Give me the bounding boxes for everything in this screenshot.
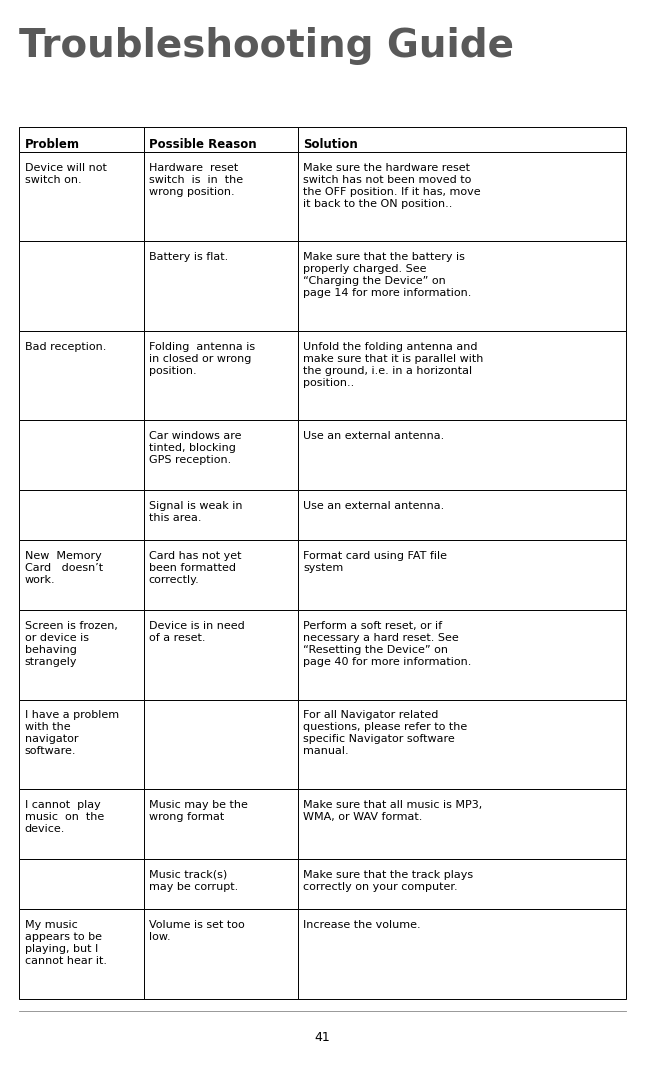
Bar (298, 610, 626, 699)
Bar (298, 859, 626, 909)
Bar (298, 540, 626, 610)
Bar (298, 127, 626, 152)
Text: Volume is set too
low.: Volume is set too low. (149, 920, 244, 942)
Text: Solution: Solution (303, 138, 358, 151)
Text: For all Navigator related
questions, please refer to the
specific Navigator soft: For all Navigator related questions, ple… (303, 710, 468, 756)
Bar (144, 420, 298, 490)
Text: Screen is frozen,
or device is
behaving
strangely: Screen is frozen, or device is behaving … (25, 621, 117, 667)
Bar (19, 540, 144, 610)
Text: Car windows are
tinted, blocking
GPS reception.: Car windows are tinted, blocking GPS rec… (149, 430, 241, 465)
Bar (298, 909, 626, 999)
Text: Signal is weak in
this area.: Signal is weak in this area. (149, 500, 243, 523)
Text: Possible Reason: Possible Reason (149, 138, 257, 151)
Bar (144, 789, 298, 859)
Text: Troubleshooting Guide: Troubleshooting Guide (19, 27, 514, 65)
Bar (19, 610, 144, 699)
Bar (19, 330, 144, 420)
Bar (19, 490, 144, 540)
Bar (144, 241, 298, 330)
Text: Music track(s)
may be corrupt.: Music track(s) may be corrupt. (149, 869, 238, 892)
Bar (298, 330, 626, 420)
Text: Perform a soft reset, or if
necessary a hard reset. See
“Resetting the Device” o: Perform a soft reset, or if necessary a … (303, 621, 471, 667)
Bar (298, 241, 626, 330)
Bar (144, 610, 298, 699)
Text: Unfold the folding antenna and
make sure that it is parallel with
the ground, i.: Unfold the folding antenna and make sure… (303, 341, 484, 387)
Text: Bad reception.: Bad reception. (25, 341, 106, 352)
Text: Hardware  reset
switch  is  in  the
wrong position.: Hardware reset switch is in the wrong po… (149, 162, 243, 197)
Text: Make sure that the battery is
properly charged. See
“Charging the Device” on
pag: Make sure that the battery is properly c… (303, 252, 471, 298)
Bar (298, 789, 626, 859)
Bar (144, 909, 298, 999)
Text: Use an external antenna.: Use an external antenna. (303, 500, 444, 511)
Text: Card has not yet
been formatted
correctly.: Card has not yet been formatted correctl… (149, 551, 241, 585)
Bar (144, 490, 298, 540)
Bar (19, 789, 144, 859)
Text: Folding  antenna is
in closed or wrong
position.: Folding antenna is in closed or wrong po… (149, 341, 255, 376)
Bar (19, 127, 144, 152)
Text: Increase the volume.: Increase the volume. (303, 920, 421, 930)
Bar (19, 241, 144, 330)
Bar (19, 859, 144, 909)
Bar (298, 699, 626, 789)
Bar (19, 420, 144, 490)
Bar (144, 859, 298, 909)
Text: Problem: Problem (25, 138, 79, 151)
Text: 41: 41 (315, 1031, 330, 1044)
Bar (19, 152, 144, 241)
Bar (298, 490, 626, 540)
Text: Battery is flat.: Battery is flat. (149, 252, 228, 263)
Bar (144, 330, 298, 420)
Text: Device is in need
of a reset.: Device is in need of a reset. (149, 621, 244, 643)
Text: Format card using FAT file
system: Format card using FAT file system (303, 551, 448, 574)
Bar (298, 152, 626, 241)
Bar (144, 127, 298, 152)
Text: I have a problem
with the
navigator
software.: I have a problem with the navigator soft… (25, 710, 119, 756)
Text: My music
appears to be
playing, but I
cannot hear it.: My music appears to be playing, but I ca… (25, 920, 106, 966)
Bar (19, 699, 144, 789)
Bar (144, 152, 298, 241)
Bar (19, 909, 144, 999)
Text: Make sure that the track plays
correctly on your computer.: Make sure that the track plays correctly… (303, 869, 473, 892)
Bar (144, 699, 298, 789)
Text: Use an external antenna.: Use an external antenna. (303, 430, 444, 441)
Text: I cannot  play
music  on  the
device.: I cannot play music on the device. (25, 799, 104, 834)
Text: New  Memory
Card   doesn’t
work.: New Memory Card doesn’t work. (25, 551, 103, 585)
Bar (298, 420, 626, 490)
Text: Make sure that all music is MP3,
WMA, or WAV format.: Make sure that all music is MP3, WMA, or… (303, 799, 482, 822)
Bar (144, 540, 298, 610)
Text: Music may be the
wrong format: Music may be the wrong format (149, 799, 248, 822)
Text: Device will not
switch on.: Device will not switch on. (25, 162, 106, 185)
Text: Make sure the hardware reset
switch has not been moved to
the OFF position. If i: Make sure the hardware reset switch has … (303, 162, 481, 209)
